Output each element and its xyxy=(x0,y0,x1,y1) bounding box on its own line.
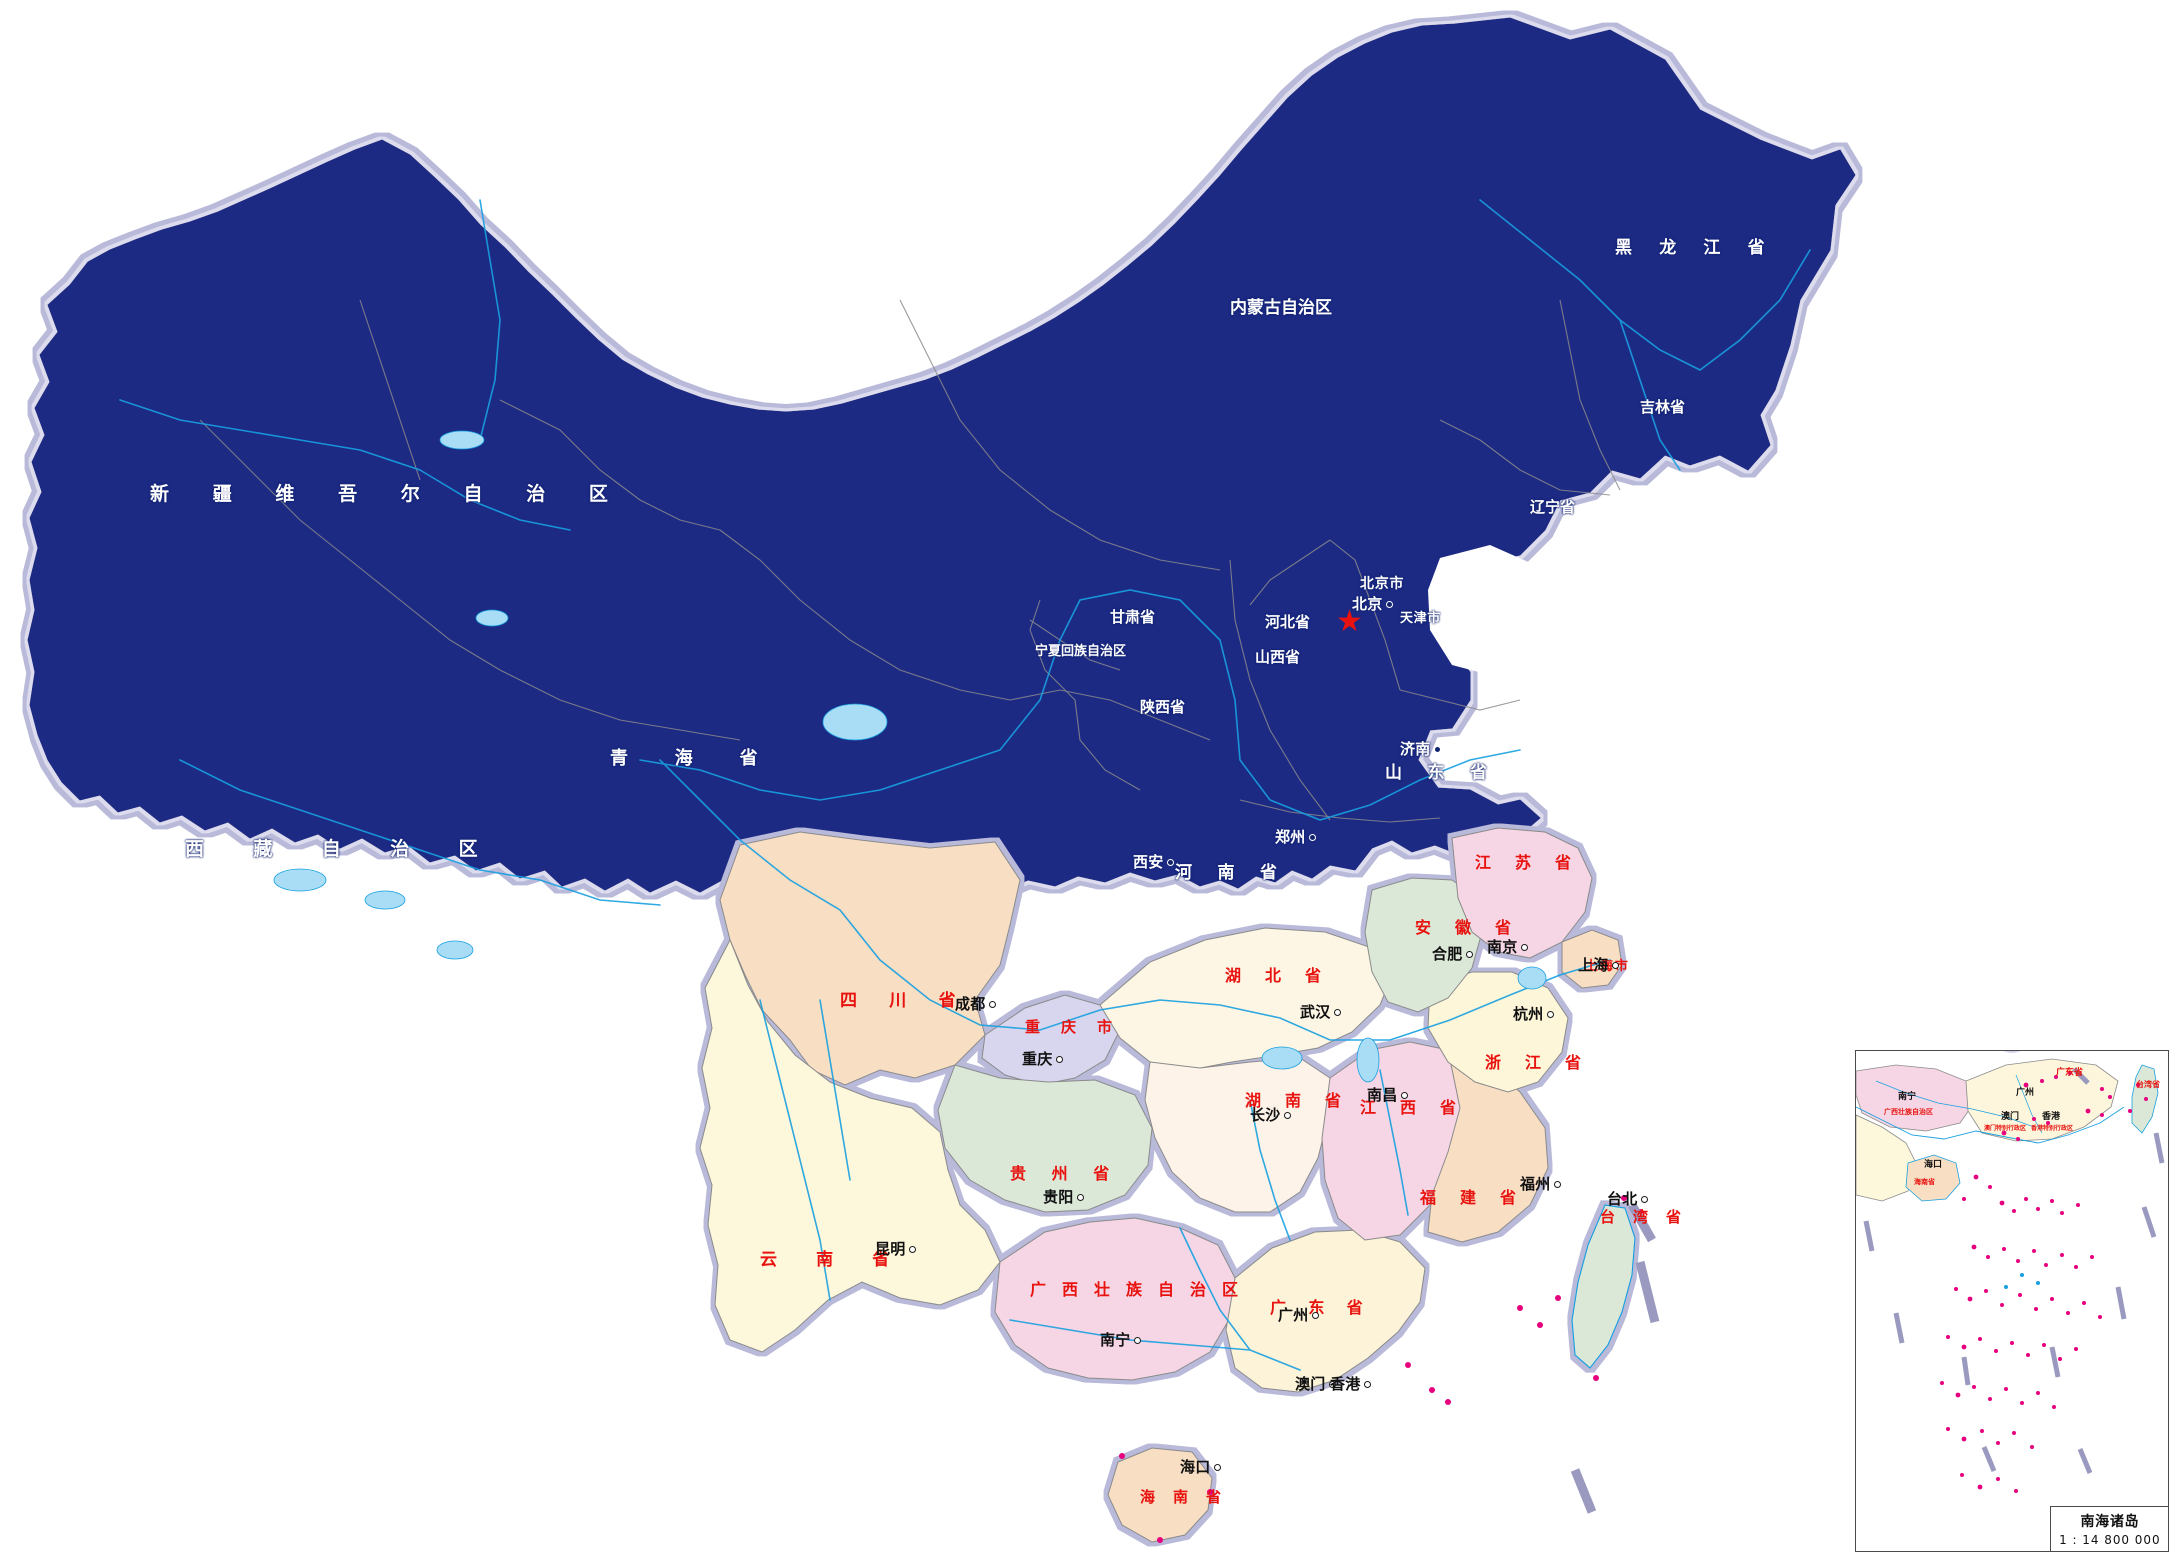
inset-rivers xyxy=(1875,1074,2043,1134)
lake-e xyxy=(436,940,474,960)
lake-d xyxy=(364,890,406,910)
city-marker-广州[interactable] xyxy=(1312,1312,1319,1319)
province-taiwan xyxy=(1571,1204,1636,1369)
lakes xyxy=(273,430,1547,1083)
inset-reef-dots xyxy=(2004,1273,2040,1289)
city-marker-合肥[interactable] xyxy=(1466,951,1473,958)
city-marker-南京[interactable] xyxy=(1521,944,1528,951)
dash-boundary-marks xyxy=(1570,1202,1660,1514)
inset-hainan xyxy=(1905,1154,1961,1202)
scale-box: 南海诸岛 1 : 14 800 000 xyxy=(2050,1505,2168,1551)
province-chongqing xyxy=(981,994,1121,1086)
province-boundaries xyxy=(199,299,1621,823)
city-marker-长沙[interactable] xyxy=(1284,1112,1291,1119)
province-fujian xyxy=(1427,1049,1549,1243)
inset-map-south-china-sea[interactable]: 广东省 广州 南宁 广西壮族自治区 澳门 香港 澳门特别行政区 香港特别行政区 台湾省 海口 海南省… xyxy=(1855,1050,2169,1552)
lake-a xyxy=(439,430,485,450)
city-marker-昆明[interactable] xyxy=(909,1246,916,1253)
city-marker-济南[interactable] xyxy=(1434,746,1441,753)
city-marker-海口[interactable] xyxy=(1214,1464,1221,1471)
yellow-sea xyxy=(1560,600,1720,800)
capital-star-北京: ★ xyxy=(1336,604,1363,639)
inset-guangxi xyxy=(1856,1064,1975,1132)
city-marker-成都[interactable] xyxy=(989,1001,996,1008)
city-marker-南昌[interactable] xyxy=(1401,1092,1408,1099)
city-marker-香港[interactable] xyxy=(1364,1381,1371,1388)
province-shanghai xyxy=(1561,929,1623,989)
sea-areas xyxy=(1428,545,1720,800)
lake-c xyxy=(273,868,327,892)
city-marker-武汉[interactable] xyxy=(1334,1009,1341,1016)
inset-title: 南海诸岛 xyxy=(2080,1513,2140,1530)
province-guizhou xyxy=(937,1064,1153,1213)
province-hubei xyxy=(1099,927,1393,1071)
bohai-sea xyxy=(1428,545,1548,675)
city-marker-福州[interactable] xyxy=(1554,1181,1561,1188)
colored-provinces xyxy=(699,827,1636,1543)
city-marker-杭州[interactable] xyxy=(1547,1011,1554,1018)
city-marker-上海[interactable] xyxy=(1612,962,1619,969)
inset-dash-marks xyxy=(1863,1067,2165,1474)
province-hainan xyxy=(1107,1447,1213,1543)
province-hunan xyxy=(1144,1057,1331,1213)
lake-dongting xyxy=(1261,1046,1303,1070)
city-marker-台北[interactable] xyxy=(1641,1196,1648,1203)
inset-scale-ratio: 1 : 14 800 000 xyxy=(2059,1532,2161,1547)
city-marker-贵阳[interactable] xyxy=(1077,1194,1084,1201)
lake-b xyxy=(475,609,509,627)
lake-taihu xyxy=(1517,966,1547,990)
south-sea-islands xyxy=(1119,1195,1643,1543)
city-marker-北京[interactable] xyxy=(1386,601,1393,608)
province-jiangsu xyxy=(1451,827,1593,959)
province-guangxi xyxy=(994,1217,1236,1381)
province-anhui xyxy=(1364,877,1483,1013)
city-marker-郑州[interactable] xyxy=(1309,834,1316,841)
lake-qinghai xyxy=(822,703,888,741)
province-zhejiang xyxy=(1427,971,1569,1093)
city-marker-南宁[interactable] xyxy=(1134,1337,1141,1344)
inset-guangdong xyxy=(1965,1058,2119,1142)
province-yunnan xyxy=(699,938,1001,1353)
inset-island-dots xyxy=(1940,1071,2148,1493)
rivers xyxy=(119,199,1811,1371)
inset-purple-blob xyxy=(2003,1051,2021,1053)
inset-map-graphic xyxy=(1856,1051,2165,1493)
inset-coastline xyxy=(1856,1106,2125,1144)
lake-poyang xyxy=(1356,1037,1380,1083)
province-guangdong xyxy=(1225,1229,1426,1393)
city-marker-澳门[interactable] xyxy=(1329,1381,1336,1388)
city-marker-西安[interactable] xyxy=(1167,859,1174,866)
city-marker-重庆[interactable] xyxy=(1056,1056,1063,1063)
